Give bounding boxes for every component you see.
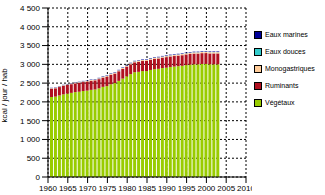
svg-text:1 000: 1 000 [20, 135, 41, 144]
html-text:Eaux marines: Eaux marines [265, 31, 308, 38]
html-text:Ruminants: Ruminants [265, 82, 299, 89]
svg-text:1980: 1980 [118, 184, 136, 193]
svg-text:3 000: 3 000 [20, 60, 41, 69]
svg-text:2 000: 2 000 [20, 98, 41, 107]
svg-text:kcal / jour / hab: kcal / jour / hab [8, 68, 9, 123]
svg-text:1990: 1990 [158, 184, 176, 193]
svg-text:4 500: 4 500 [20, 4, 41, 13]
svg-text:3 500: 3 500 [20, 41, 41, 50]
svg-text:2000: 2000 [198, 184, 216, 193]
svg-text:1970: 1970 [79, 184, 97, 193]
html-text:Eaux douces: Eaux douces [265, 48, 306, 55]
svg-text:1985: 1985 [138, 184, 156, 193]
svg-text:1975: 1975 [99, 184, 117, 193]
svg-text:500: 500 [27, 154, 41, 163]
svg-text:1960: 1960 [39, 184, 57, 193]
svg-text:2 500: 2 500 [20, 79, 41, 88]
svg-text:2005: 2005 [217, 184, 235, 193]
svg-text:4 000: 4 000 [20, 23, 41, 32]
html-text:Végétaux: Végétaux [265, 99, 295, 106]
svg-text:2010: 2010 [237, 184, 252, 193]
svg-text:1995: 1995 [178, 184, 196, 193]
html-text:Monogastriques: Monogastriques [265, 65, 315, 72]
svg-text:1 500: 1 500 [20, 117, 41, 126]
svg-text:1965: 1965 [59, 184, 77, 193]
svg-text:0: 0 [36, 173, 41, 182]
